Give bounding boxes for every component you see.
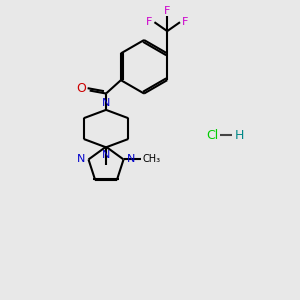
Text: N: N bbox=[102, 150, 110, 160]
Text: F: F bbox=[182, 16, 188, 27]
Text: O: O bbox=[76, 82, 86, 95]
Text: CH₃: CH₃ bbox=[143, 154, 161, 164]
Text: H: H bbox=[235, 129, 244, 142]
Text: N: N bbox=[102, 98, 110, 108]
Text: F: F bbox=[146, 16, 152, 27]
Text: Cl: Cl bbox=[206, 129, 218, 142]
Text: F: F bbox=[164, 6, 170, 16]
Text: N: N bbox=[127, 154, 135, 164]
Text: N: N bbox=[77, 154, 86, 164]
